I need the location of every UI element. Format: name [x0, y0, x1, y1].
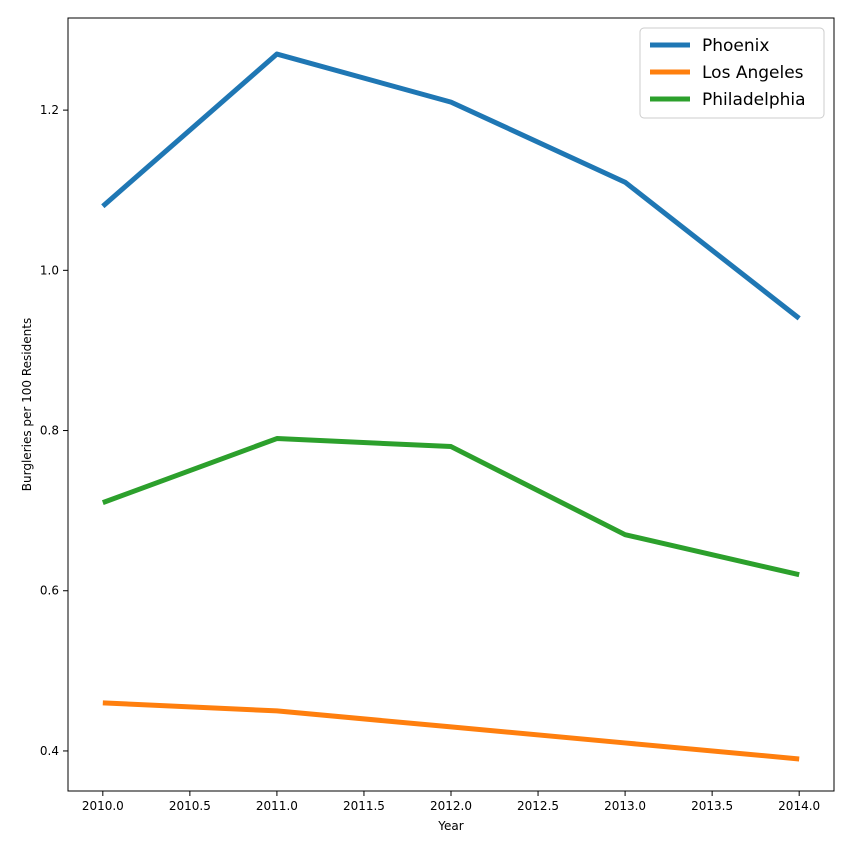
y-axis-label: Burgleries per 100 Residents [20, 318, 34, 491]
x-tick-label: 2010.5 [169, 799, 211, 813]
legend-label: Los Angeles [702, 63, 804, 83]
series-line-phoenix [101, 51, 801, 321]
y-tick-label: 1.2 [40, 103, 59, 117]
x-tick-label: 2011.0 [256, 799, 298, 813]
legend-label: Philadelphia [702, 90, 806, 110]
y-tick-label: 0.6 [40, 584, 59, 598]
x-tick-label: 2010.0 [82, 799, 124, 813]
y-tick-label: 1.0 [40, 263, 59, 277]
x-axis-label: Year [437, 819, 463, 833]
x-tick-label: 2014.0 [778, 799, 820, 813]
x-tick-label: 2012.5 [517, 799, 559, 813]
y-tick-label: 0.8 [40, 424, 59, 438]
x-tick-label: 2013.0 [604, 799, 646, 813]
legend-box [639, 27, 825, 119]
y-tick-label: 0.4 [40, 744, 59, 758]
x-tick-label: 2011.5 [343, 799, 385, 813]
legend-label: Phoenix [702, 36, 769, 56]
plot-area [101, 51, 801, 762]
legend: Phoenix Los Angeles Philadelphia [639, 27, 825, 119]
x-tick-label: 2012.0 [430, 799, 472, 813]
series-line-philadelphia [101, 436, 800, 578]
series-line-los-angeles [102, 700, 800, 762]
x-tick-label: 2013.5 [691, 799, 733, 813]
